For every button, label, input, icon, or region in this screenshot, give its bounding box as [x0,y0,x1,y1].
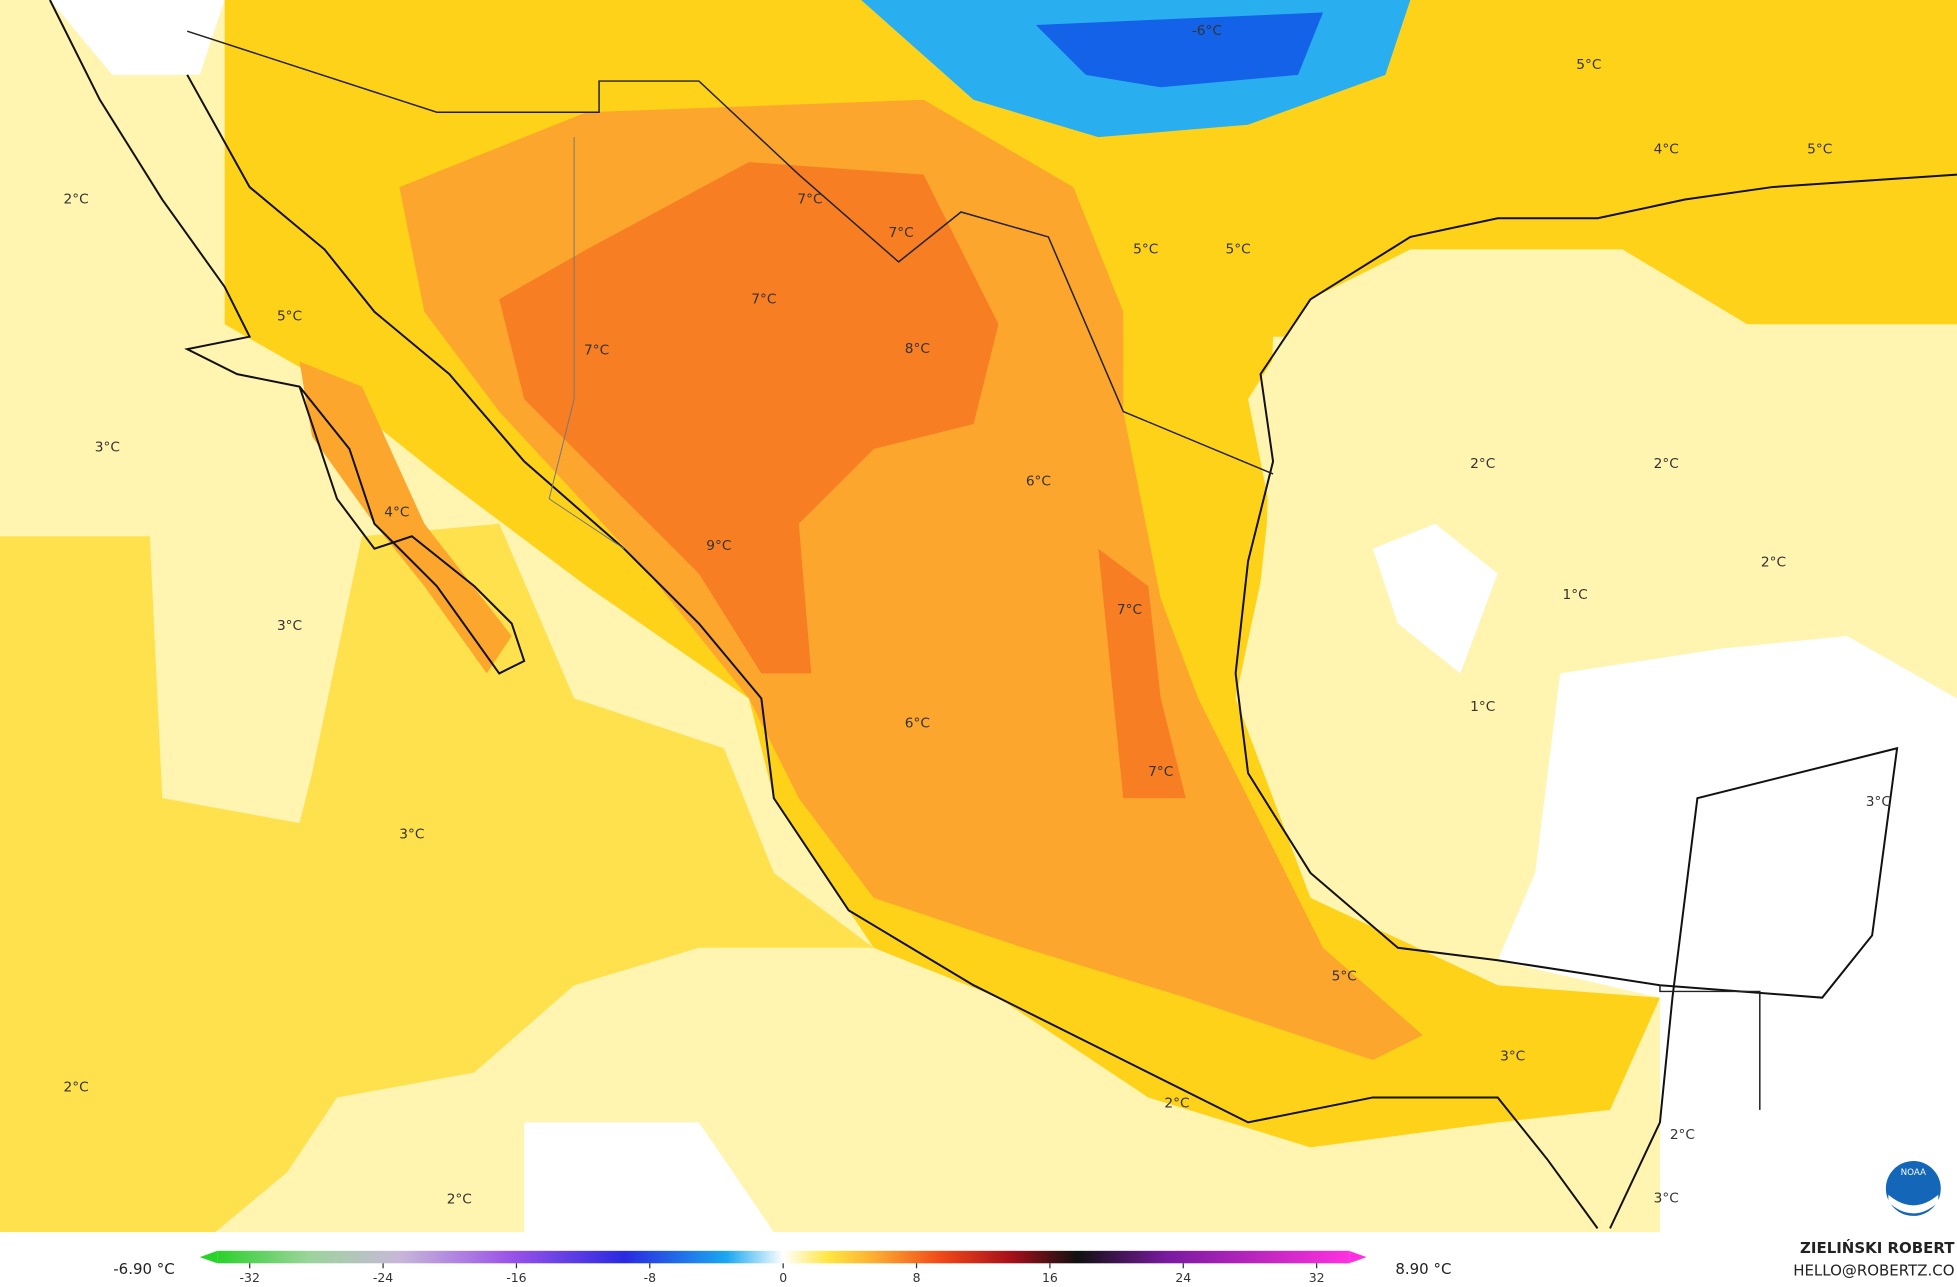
temperature-label: 3°C [1500,1048,1525,1064]
colorbar: -32 -24 -16 -8 0 8 16 24 32 [199,1250,1367,1285]
pacific-cool [524,1122,774,1233]
temperature-label: 7°C [584,342,609,358]
temperature-label: 4°C [1654,142,1679,158]
temperature-label: 5°C [277,309,302,325]
temperature-label: 3°C [95,440,120,456]
temperature-label: 5°C [1133,241,1158,257]
colorbar-tick-label: 32 [1309,1270,1325,1285]
coastline [1234,173,1957,1229]
state-line [548,137,625,550]
temperature-label: 7°C [751,291,776,307]
temperature-label: 7°C [797,192,822,208]
temperature-label: 2°C [64,1079,89,1095]
coastline [186,74,1599,1229]
temperature-label: 2°C [1164,1096,1189,1112]
colorbar-max: 8.90 °C [1395,1260,1451,1278]
temperature-label: 2°C [1761,554,1786,570]
colorbar-end [199,1250,218,1264]
colorbar-tick-label: 0 [779,1270,787,1285]
temperature-label: 7°C [889,225,914,241]
temperature-label: 2°C [447,1192,472,1208]
coastline [49,0,526,675]
temperature-label: 2°C [64,192,89,208]
east-hot [1098,548,1186,799]
temperature-label: 1°C [1562,587,1587,603]
temperature-label: 2°C [1470,456,1495,472]
cold-core [1035,12,1323,88]
temperature-label: 7°C [1148,764,1173,780]
temperature-label: 9°C [706,538,731,554]
colorbar-tick-label: 8 [913,1270,921,1285]
temperature-label: 5°C [1576,57,1601,73]
border [186,30,1274,475]
baja-hot [299,361,512,674]
temperature-label: 7°C [1117,602,1142,618]
temperature-label: 6°C [905,715,930,731]
temperature-label: 3°C [1654,1190,1679,1206]
temperature-labels: 2°C 5°C 7°C 7°C 7°C 7°C 8°C 5°C 5°C -6°C 5°C 4°C 5°C… [64,23,1891,1208]
colorbar-tick-label: -24 [373,1270,393,1285]
north-cool [49,0,225,75]
temperature-label: 5°C [1807,142,1832,158]
colorbar-tick-label: -8 [644,1270,657,1285]
temperature-label: 1°C [1470,699,1495,715]
border [1659,985,1761,1110]
colorbar-min: -6.90 °C [113,1260,174,1278]
colorbar-tick-label: -32 [240,1270,260,1285]
core-hot [499,162,999,674]
colorbar-tick-label: 16 [1042,1270,1058,1285]
temperature-label: -6°C [1192,23,1222,39]
logo-wave [1888,1194,1939,1214]
temperature-label: 3°C [277,618,302,634]
temperature-label: 5°C [1332,968,1357,984]
temperature-label: 3°C [1866,794,1891,810]
temperature-label: 8°C [905,341,930,357]
colorbar-tick-label: 24 [1175,1270,1191,1285]
colorbar-ramp [217,1250,1350,1264]
logo-text: NOAA [1901,1168,1926,1178]
gulf-cool [1372,523,1957,1233]
temperature-label: 5°C [1226,241,1251,257]
colorbar-tick-label: -16 [506,1270,526,1285]
credit-contact: HELLO@ROBERTZ.CO [1793,1261,1954,1279]
colorbar-end [1349,1250,1367,1264]
logo: NOAA [1885,1161,1941,1216]
temperature-label: 2°C [1654,456,1679,472]
temperature-label: 3°C [399,826,424,842]
pacific-warm [0,523,874,1235]
temperature-label: 4°C [384,505,409,521]
credit-name: ZIELIŃSKI ROBERT [1800,1238,1955,1257]
temperature-label: 6°C [1026,473,1051,489]
temperature-label: 2°C [1670,1127,1695,1143]
